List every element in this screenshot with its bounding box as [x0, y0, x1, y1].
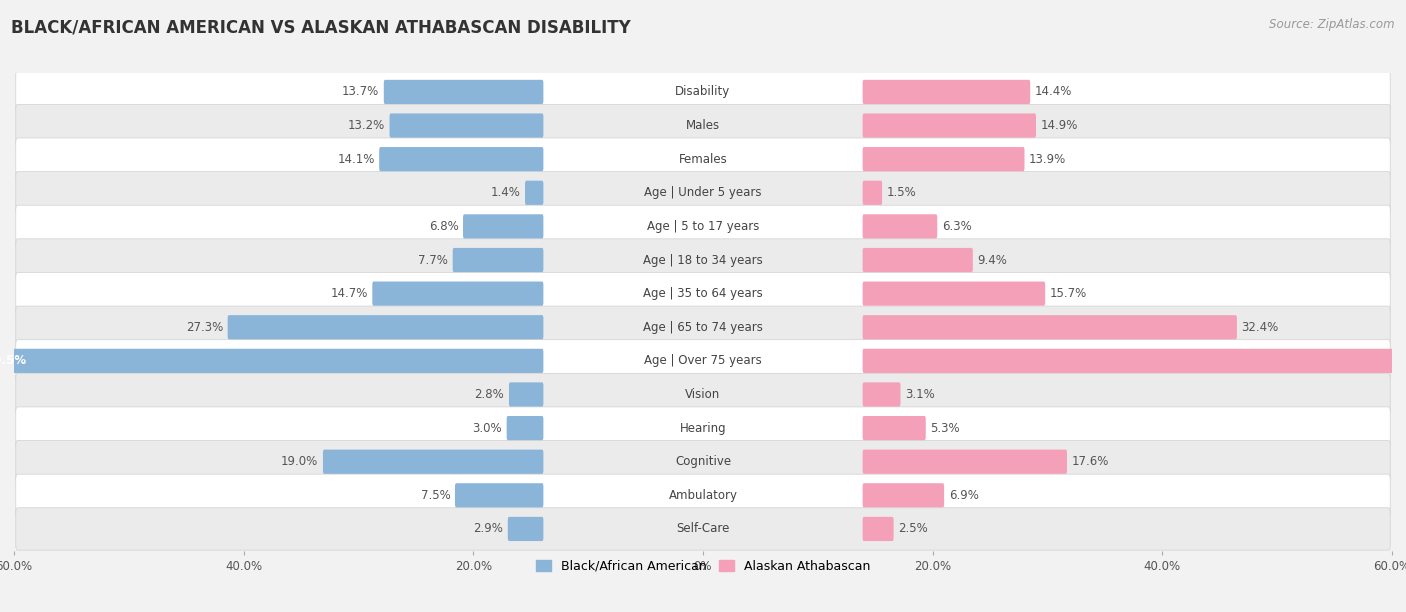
FancyBboxPatch shape — [463, 214, 543, 239]
Legend: Black/African American, Alaskan Athabascan: Black/African American, Alaskan Athabasc… — [530, 555, 876, 578]
FancyBboxPatch shape — [15, 138, 1391, 181]
Text: 13.2%: 13.2% — [347, 119, 385, 132]
FancyBboxPatch shape — [863, 113, 1036, 138]
Text: 3.1%: 3.1% — [905, 388, 935, 401]
FancyBboxPatch shape — [453, 248, 543, 272]
Text: 19.0%: 19.0% — [281, 455, 318, 468]
FancyBboxPatch shape — [524, 181, 543, 205]
Text: 2.8%: 2.8% — [475, 388, 505, 401]
Text: Age | Over 75 years: Age | Over 75 years — [644, 354, 762, 367]
Text: Cognitive: Cognitive — [675, 455, 731, 468]
Text: Source: ZipAtlas.com: Source: ZipAtlas.com — [1270, 18, 1395, 31]
FancyBboxPatch shape — [456, 483, 543, 507]
FancyBboxPatch shape — [384, 80, 543, 104]
FancyBboxPatch shape — [15, 340, 1391, 382]
FancyBboxPatch shape — [323, 450, 543, 474]
FancyBboxPatch shape — [15, 272, 1391, 315]
Text: 2.5%: 2.5% — [898, 523, 928, 536]
FancyBboxPatch shape — [863, 181, 882, 205]
Text: 7.5%: 7.5% — [420, 489, 450, 502]
FancyBboxPatch shape — [863, 349, 1406, 373]
FancyBboxPatch shape — [228, 315, 543, 339]
FancyBboxPatch shape — [380, 147, 543, 171]
FancyBboxPatch shape — [863, 147, 1025, 171]
FancyBboxPatch shape — [15, 239, 1391, 281]
Text: Age | 35 to 64 years: Age | 35 to 64 years — [643, 287, 763, 300]
FancyBboxPatch shape — [863, 214, 938, 239]
Text: Age | 18 to 34 years: Age | 18 to 34 years — [643, 253, 763, 266]
FancyBboxPatch shape — [506, 416, 543, 440]
FancyBboxPatch shape — [863, 382, 900, 406]
Text: 5.3%: 5.3% — [931, 422, 960, 435]
FancyBboxPatch shape — [863, 282, 1045, 306]
Text: Self-Care: Self-Care — [676, 523, 730, 536]
Text: 14.4%: 14.4% — [1035, 86, 1073, 99]
FancyBboxPatch shape — [15, 105, 1391, 147]
Text: Females: Females — [679, 152, 727, 166]
FancyBboxPatch shape — [15, 71, 1391, 113]
Text: 32.4%: 32.4% — [1241, 321, 1279, 334]
FancyBboxPatch shape — [863, 80, 1031, 104]
Text: Age | 5 to 17 years: Age | 5 to 17 years — [647, 220, 759, 233]
Text: 14.9%: 14.9% — [1040, 119, 1078, 132]
Text: Disability: Disability — [675, 86, 731, 99]
Text: 6.3%: 6.3% — [942, 220, 972, 233]
FancyBboxPatch shape — [863, 315, 1237, 339]
Text: 27.3%: 27.3% — [186, 321, 224, 334]
FancyBboxPatch shape — [15, 373, 1391, 416]
Text: 9.4%: 9.4% — [977, 253, 1007, 266]
FancyBboxPatch shape — [863, 517, 894, 541]
Text: 6.9%: 6.9% — [949, 489, 979, 502]
Text: BLACK/AFRICAN AMERICAN VS ALASKAN ATHABASCAN DISABILITY: BLACK/AFRICAN AMERICAN VS ALASKAN ATHABA… — [11, 18, 631, 36]
Text: 14.1%: 14.1% — [337, 152, 374, 166]
Text: 7.7%: 7.7% — [418, 253, 449, 266]
FancyBboxPatch shape — [15, 474, 1391, 517]
FancyBboxPatch shape — [863, 416, 925, 440]
FancyBboxPatch shape — [0, 349, 543, 373]
FancyBboxPatch shape — [15, 508, 1391, 550]
Text: Age | Under 5 years: Age | Under 5 years — [644, 186, 762, 200]
Text: Age | 65 to 74 years: Age | 65 to 74 years — [643, 321, 763, 334]
Text: Males: Males — [686, 119, 720, 132]
Text: 3.0%: 3.0% — [472, 422, 502, 435]
Text: 1.4%: 1.4% — [491, 186, 520, 200]
Text: Hearing: Hearing — [679, 422, 727, 435]
Text: 13.9%: 13.9% — [1029, 152, 1066, 166]
FancyBboxPatch shape — [15, 407, 1391, 449]
Text: 14.7%: 14.7% — [330, 287, 368, 300]
Text: Vision: Vision — [685, 388, 721, 401]
FancyBboxPatch shape — [15, 171, 1391, 214]
FancyBboxPatch shape — [863, 450, 1067, 474]
FancyBboxPatch shape — [373, 282, 543, 306]
Text: 2.9%: 2.9% — [474, 523, 503, 536]
Text: 6.8%: 6.8% — [429, 220, 458, 233]
FancyBboxPatch shape — [15, 205, 1391, 248]
Text: 17.6%: 17.6% — [1071, 455, 1109, 468]
Text: 1.5%: 1.5% — [887, 186, 917, 200]
FancyBboxPatch shape — [389, 113, 543, 138]
Text: 13.7%: 13.7% — [342, 86, 380, 99]
Text: Ambulatory: Ambulatory — [668, 489, 738, 502]
Text: 15.7%: 15.7% — [1050, 287, 1087, 300]
FancyBboxPatch shape — [509, 382, 543, 406]
FancyBboxPatch shape — [863, 483, 945, 507]
FancyBboxPatch shape — [508, 517, 543, 541]
FancyBboxPatch shape — [15, 306, 1391, 348]
FancyBboxPatch shape — [15, 441, 1391, 483]
Text: 49.5%: 49.5% — [0, 354, 27, 367]
FancyBboxPatch shape — [863, 248, 973, 272]
